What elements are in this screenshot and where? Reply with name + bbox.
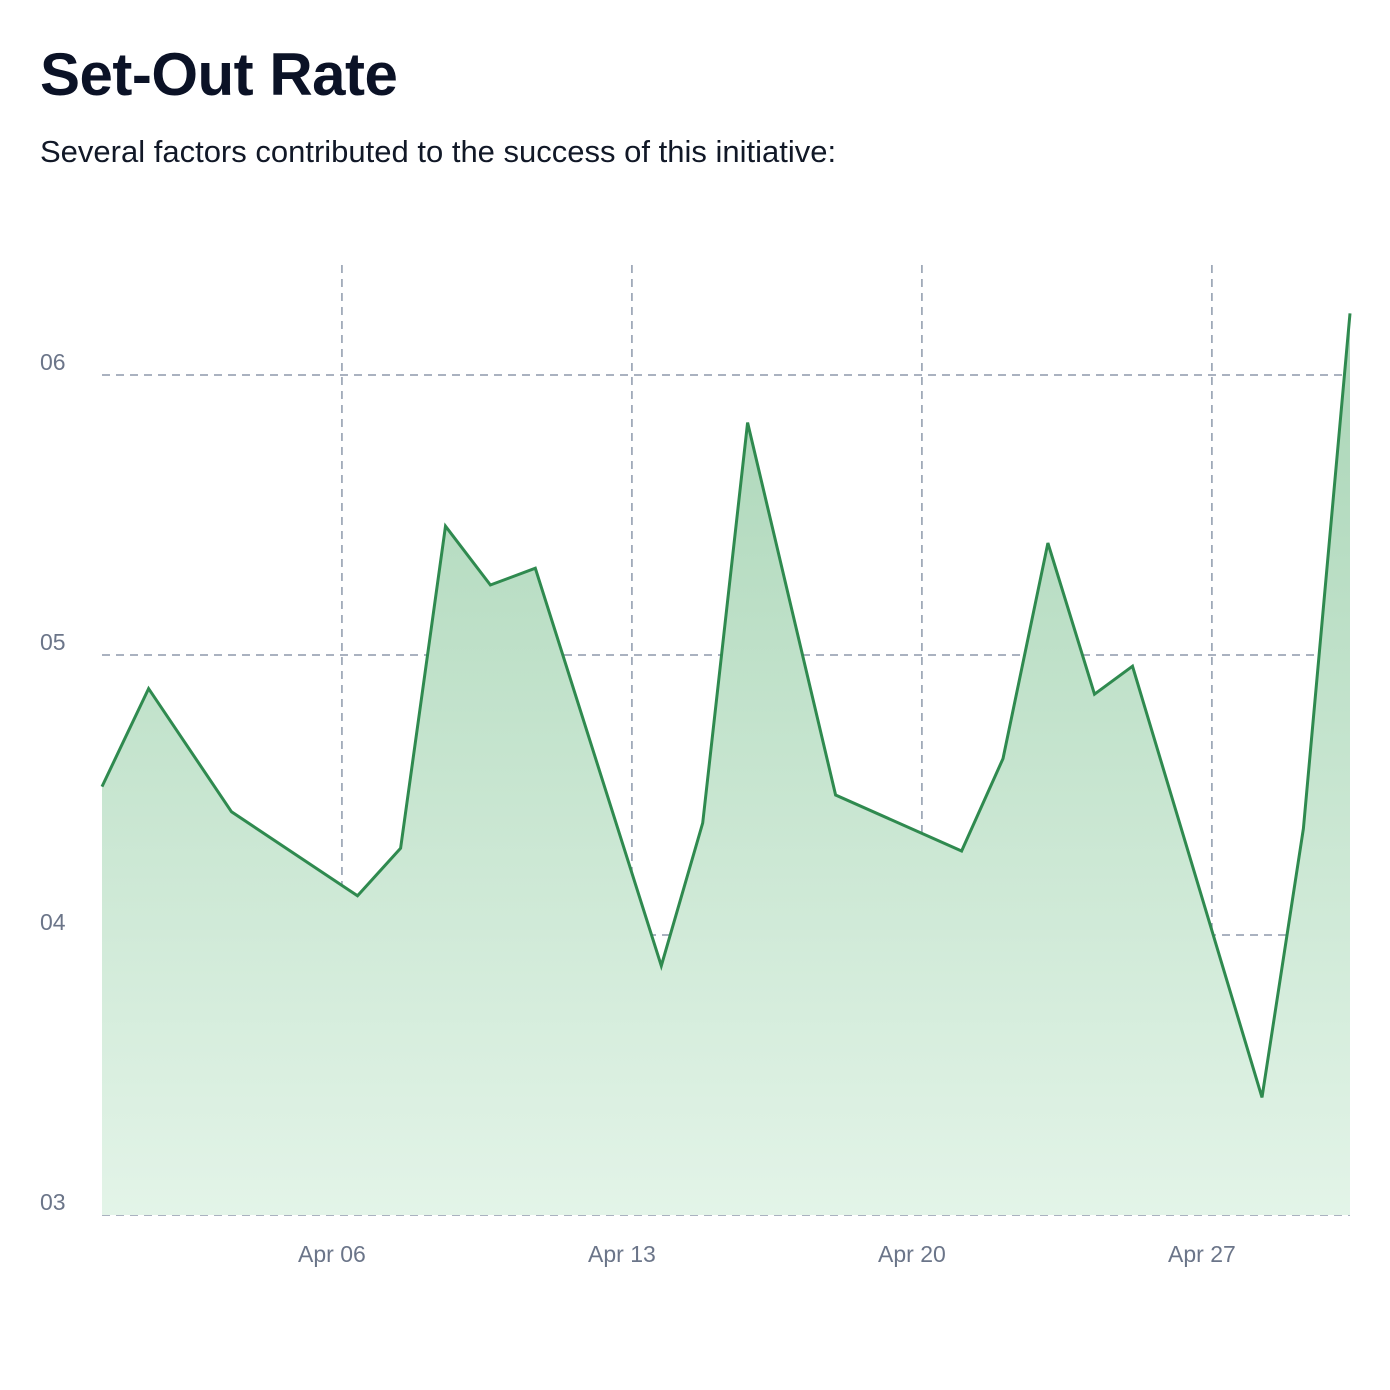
x-tick-label: Apr 20 — [878, 1241, 946, 1267]
y-tick-label: 05 — [40, 629, 66, 655]
page-title: Set-Out Rate — [40, 41, 398, 108]
area-fill — [102, 313, 1350, 1215]
series-line — [100, 313, 1352, 1098]
x-tick-label: Apr 27 — [1168, 1241, 1236, 1267]
y-tick-label: 04 — [40, 909, 66, 935]
y-tick-label: 06 — [40, 349, 66, 375]
x-tick-label: Apr 06 — [298, 1241, 366, 1267]
page-subtitle: Several factors contributed to the succe… — [40, 134, 837, 169]
y-tick-label: 03 — [40, 1189, 66, 1215]
x-tick-label: Apr 13 — [588, 1241, 656, 1267]
axis-ticks: 03 04 05 06 Apr 06 Apr 13 Apr 20 Apr 27 — [40, 349, 1236, 1267]
